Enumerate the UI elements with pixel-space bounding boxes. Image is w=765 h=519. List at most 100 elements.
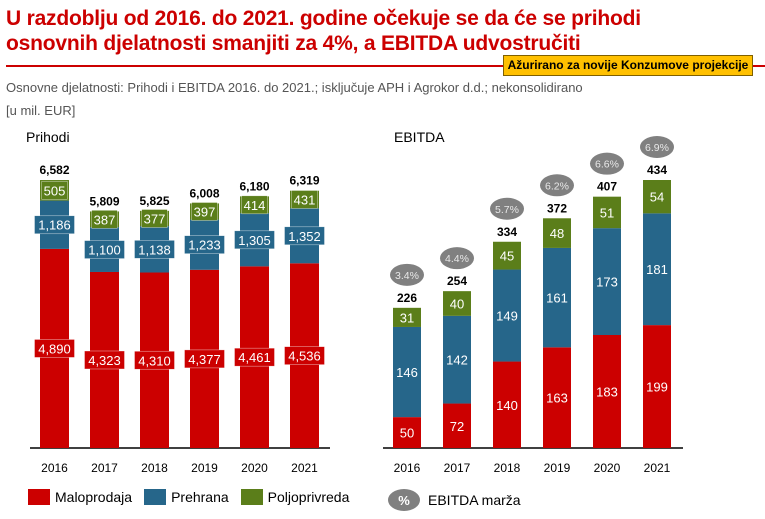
value-label-prihodi-prehrana-2018: 1,138 (138, 242, 171, 257)
value-label-prihodi-prehrana-2016: 1,186 (38, 218, 71, 233)
margin-label-2018: 5.7% (495, 204, 519, 216)
margin-bubble-2016 (390, 263, 424, 286)
margin-label-2019: 6.2% (545, 180, 569, 192)
value-label-box-prihodi-maloprodaja-2021 (284, 346, 325, 365)
legend-item-prehrana: Prehrana (144, 489, 229, 505)
value-label-ebitda-poljoprivreda-2020: 51 (600, 205, 614, 220)
value-label-prihodi-maloprodaja-2017: 4,323 (88, 353, 121, 368)
legend-item-poljoprivreda: Poljoprivreda (240, 489, 350, 505)
value-label-box-prihodi-maloprodaja-2020 (234, 347, 275, 367)
margin-bubble-2018 (490, 197, 524, 220)
x-tick-ebitda-2017: 2017 (444, 461, 471, 475)
value-label-box-prihodi-poljoprivreda-2019 (191, 202, 218, 221)
total-label-ebitda-2018: 334 (497, 225, 517, 239)
value-label-prihodi-prehrana-2019: 1,233 (188, 238, 221, 253)
bar-ebitda-poljoprivreda-2021 (643, 180, 671, 214)
value-label-prihodi-prehrana-2021: 1,352 (288, 229, 321, 244)
value-label-box-prihodi-poljoprivreda-2016 (41, 181, 68, 200)
legend-margin: % EBITDA marža (388, 489, 521, 511)
value-label-box-prihodi-prehrana-2021 (284, 226, 325, 246)
value-label-ebitda-poljoprivreda-2017: 40 (450, 297, 464, 312)
legend-label-poljoprivreda: Poljoprivreda (267, 489, 350, 505)
x-tick-ebitda-2021: 2021 (644, 461, 671, 475)
value-label-box-prihodi-prehrana-2018 (134, 240, 175, 259)
x-tick-ebitda-2016: 2016 (394, 461, 421, 475)
update-tag: Ažurirano za novije Konzumove projekcije (503, 55, 753, 76)
bar-ebitda-poljoprivreda-2020 (593, 196, 621, 229)
margin-bubble-2019 (540, 174, 574, 197)
value-label-box-prihodi-maloprodaja-2018 (134, 350, 175, 370)
bar-ebitda-maloprodaja-2020 (593, 334, 621, 448)
value-label-prihodi-poljoprivreda-2016: 505 (44, 183, 66, 198)
value-label-prihodi-maloprodaja-2016: 4,890 (38, 341, 71, 356)
margin-bubble-2017 (440, 247, 474, 270)
x-tick-prihodi-2019: 2019 (191, 461, 218, 475)
x-tick-prihodi-2020: 2020 (241, 461, 268, 475)
value-label-ebitda-prehrana-2018: 149 (496, 309, 518, 324)
margin-bubble-icon: % (388, 489, 420, 511)
value-label-box-prihodi-maloprodaja-2019 (184, 349, 225, 369)
x-tick-ebitda-2020: 2020 (594, 461, 621, 475)
value-label-prihodi-maloprodaja-2019: 4,377 (188, 352, 221, 367)
page-title: U razdoblju od 2016. do 2021. godine oče… (6, 6, 641, 56)
bar-ebitda-maloprodaja-2017 (443, 403, 471, 448)
value-label-ebitda-prehrana-2021: 181 (646, 262, 668, 277)
value-label-box-prihodi-poljoprivreda-2020 (241, 195, 268, 215)
value-label-ebitda-maloprodaja-2017: 72 (450, 419, 464, 434)
total-label-prihodi-2020: 6,180 (239, 179, 269, 193)
title-line-1: U razdoblju od 2016. do 2021. godine oče… (6, 7, 641, 30)
total-label-ebitda-2019: 372 (547, 201, 567, 215)
total-label-ebitda-2020: 407 (597, 180, 617, 194)
subtitle: Osnovne djelatnosti: Prihodi i EBITDA 20… (6, 80, 583, 95)
bar-ebitda-prehrana-2016 (393, 326, 421, 418)
total-label-ebitda-2017: 254 (447, 274, 467, 288)
bar-ebitda-maloprodaja-2019 (543, 347, 571, 448)
x-tick-ebitda-2018: 2018 (494, 461, 521, 475)
value-label-prihodi-maloprodaja-2018: 4,310 (138, 353, 171, 368)
x-tick-ebitda-2019: 2019 (544, 461, 571, 475)
bar-ebitda-prehrana-2017 (443, 315, 471, 404)
legend-label-prehrana: Prehrana (171, 489, 229, 505)
total-label-prihodi-2016: 6,582 (39, 163, 69, 177)
value-label-box-prihodi-prehrana-2016 (34, 215, 75, 235)
margin-label-2020: 6.6% (595, 159, 619, 171)
chart-title-prihodi: Prihodi (26, 129, 70, 145)
bar-ebitda-poljoprivreda-2016 (393, 307, 421, 327)
value-label-prihodi-prehrana-2020: 1,305 (238, 233, 271, 248)
x-tick-prihodi-2016: 2016 (41, 461, 68, 475)
margin-bubble-2021 (640, 136, 674, 158)
x-tick-prihodi-2021: 2021 (291, 461, 318, 475)
margin-bubble-2020 (590, 152, 624, 175)
title-line-2b: EBITDA (380, 32, 458, 55)
x-tick-prihodi-2018: 2018 (141, 461, 168, 475)
value-label-ebitda-prehrana-2019: 161 (546, 291, 568, 306)
bar-ebitda-poljoprivreda-2017 (443, 291, 471, 316)
chart-title-ebitda: EBITDA (394, 129, 445, 145)
total-label-prihodi-2019: 6,008 (189, 186, 219, 200)
legend-swatch-poljoprivreda (240, 489, 263, 505)
total-label-prihodi-2018: 5,825 (139, 194, 169, 208)
legend-label-margin: EBITDA marža (428, 492, 521, 508)
total-label-prihodi-2017: 5,809 (89, 194, 119, 208)
value-label-ebitda-poljoprivreda-2019: 48 (550, 226, 564, 241)
title-line-2c: udvostručiti (457, 32, 581, 55)
x-tick-prihodi-2017: 2017 (91, 461, 118, 475)
value-label-box-prihodi-poljoprivreda-2017 (91, 210, 118, 229)
value-label-box-prihodi-prehrana-2017 (84, 240, 125, 259)
value-label-ebitda-maloprodaja-2016: 50 (400, 426, 414, 441)
bar-ebitda-maloprodaja-2016 (393, 417, 421, 448)
legend-segments: Maloprodaja Prehrana Poljoprivreda (28, 489, 361, 505)
bar-ebitda-poljoprivreda-2018 (493, 241, 521, 270)
total-label-prihodi-2021: 6,319 (289, 174, 319, 188)
legend-swatch-maloprodaja (28, 489, 50, 505)
unit-label: [u mil. EUR] (6, 103, 76, 118)
value-label-prihodi-poljoprivreda-2020: 414 (244, 198, 266, 213)
bar-ebitda-maloprodaja-2018 (493, 361, 521, 448)
bar-ebitda-maloprodaja-2021 (643, 325, 671, 448)
value-label-box-prihodi-prehrana-2020 (234, 230, 275, 250)
value-label-prihodi-poljoprivreda-2021: 431 (294, 192, 316, 207)
margin-label-2017: 4.4% (445, 253, 469, 265)
value-label-prihodi-maloprodaja-2021: 4,536 (288, 349, 321, 364)
legend-swatch-prehrana (144, 489, 167, 505)
